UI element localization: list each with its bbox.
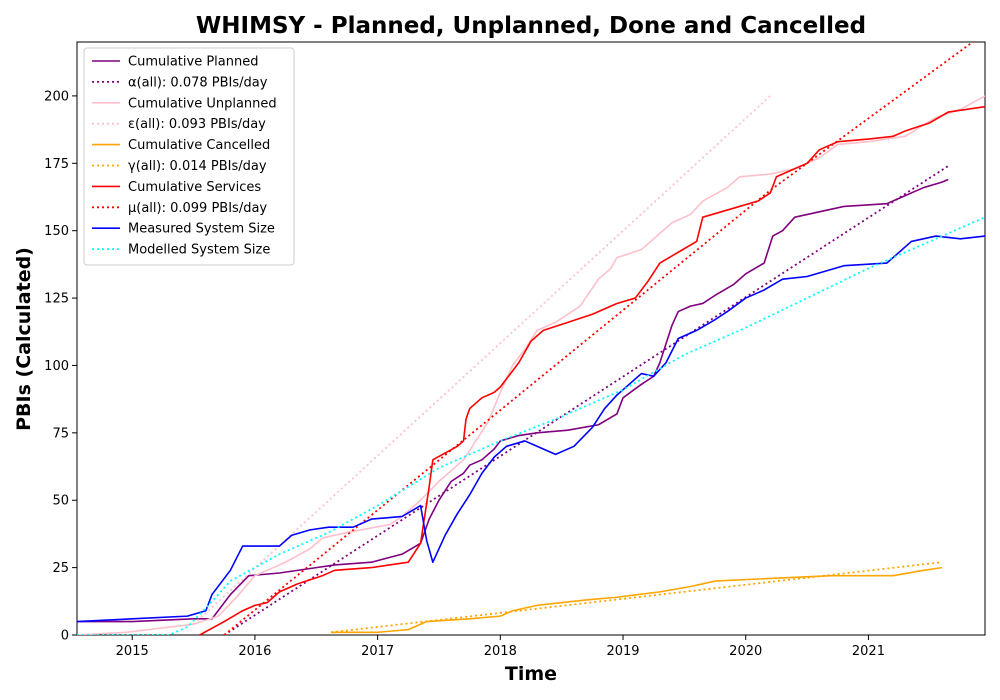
y-axis-ticks: 0 25 50 75 100 125 150 175 200 bbox=[44, 89, 77, 644]
series-layer bbox=[77, 42, 985, 635]
x-tick-label: 2021 bbox=[852, 644, 885, 659]
series-line-8 bbox=[77, 235, 985, 623]
legend-label: α(all): 0.078 PBIs/day bbox=[128, 75, 268, 90]
legend-label: Cumulative Services bbox=[128, 180, 261, 195]
series-line-0 bbox=[77, 178, 949, 623]
y-tick-label: 50 bbox=[52, 494, 69, 509]
x-tick-label: 2019 bbox=[606, 644, 639, 659]
legend-label: γ(all): 0.014 PBIs/day bbox=[128, 159, 267, 174]
x-tick-label: 2015 bbox=[116, 644, 149, 659]
x-tick-label: 2017 bbox=[361, 644, 394, 659]
x-axis-ticks: 2015 2016 2017 2018 2019 2020 2021 bbox=[116, 635, 885, 659]
legend-label: Cumulative Planned bbox=[128, 55, 258, 70]
legend-label: ε(all): 0.093 PBIs/day bbox=[128, 117, 266, 132]
y-tick-label: 0 bbox=[61, 629, 69, 644]
plot-frame bbox=[76, 41, 986, 636]
series-line-6 bbox=[199, 105, 985, 635]
series-line-7 bbox=[223, 42, 974, 635]
y-axis-label: PBIs (Calculated) bbox=[13, 247, 35, 431]
y-tick-label: 175 bbox=[44, 157, 69, 172]
chart-title: WHIMSY - Planned, Unplanned, Done and Ca… bbox=[196, 13, 866, 39]
legend-label: Modelled System Size bbox=[128, 243, 270, 258]
y-tick-label: 200 bbox=[44, 89, 69, 104]
x-tick-label: 2018 bbox=[484, 644, 517, 659]
x-tick-label: 2020 bbox=[729, 644, 762, 659]
legend-label: Cumulative Unplanned bbox=[128, 96, 277, 111]
legend-label: Measured System Size bbox=[128, 222, 275, 237]
y-tick-label: 125 bbox=[44, 292, 69, 307]
series-line-1 bbox=[223, 165, 949, 635]
x-tick-label: 2016 bbox=[238, 644, 271, 659]
y-tick-label: 25 bbox=[52, 561, 69, 576]
series-line-9 bbox=[77, 216, 985, 635]
x-axis-label: Time bbox=[505, 663, 557, 685]
y-tick-label: 100 bbox=[44, 359, 69, 374]
legend-label: Cumulative Cancelled bbox=[128, 138, 270, 153]
legend-label: μ(all): 0.099 PBIs/day bbox=[128, 201, 267, 216]
legend-box bbox=[83, 47, 295, 266]
y-tick-label: 150 bbox=[44, 224, 69, 239]
legend: Cumulative Planned α(all): 0.078 PBIs/day… bbox=[83, 47, 295, 266]
plot-area: 2015 2016 2017 2018 2019 2020 2021 0 25 50 75 100 1… bbox=[44, 41, 986, 659]
y-tick-label: 75 bbox=[52, 426, 69, 441]
